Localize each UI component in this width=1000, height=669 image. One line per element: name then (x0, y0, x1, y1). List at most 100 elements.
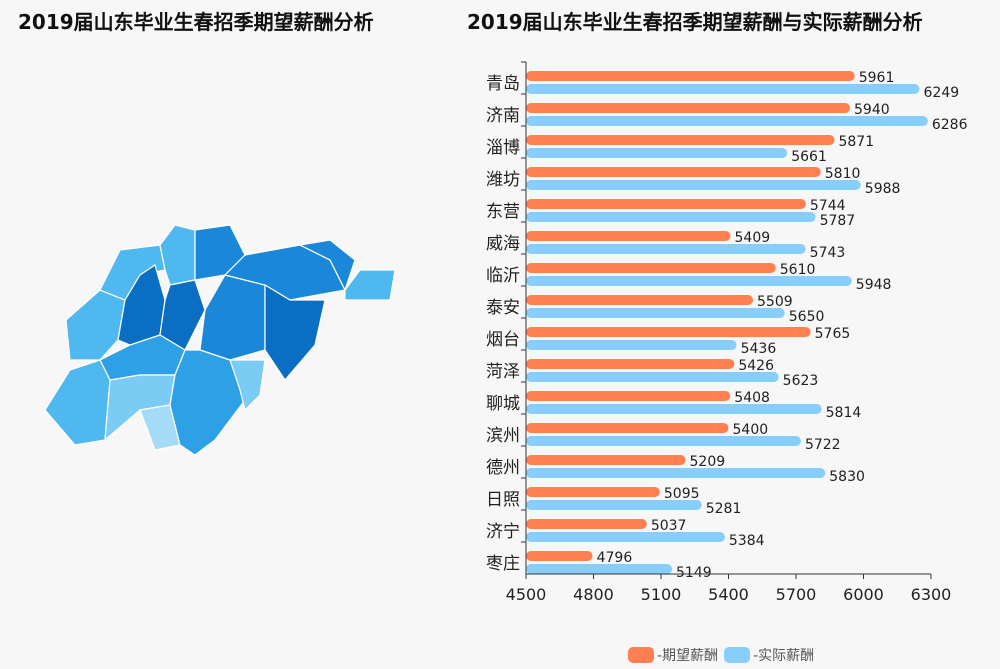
bar[interactable] (526, 551, 593, 561)
map-title: 2019届山东毕业生春招季期望薪酬分析 (18, 10, 374, 34)
chart-title: 2019届山东毕业生春招季期望薪酬与实际薪酬分析 (467, 10, 923, 34)
bar[interactable] (526, 487, 660, 497)
data-label: 5988 (865, 181, 901, 197)
bar[interactable] (526, 276, 852, 286)
legend-item-actual[interactable]: -实际薪酬 (724, 645, 814, 665)
category-label: 淄博 (486, 138, 520, 158)
data-label: 5037 (651, 518, 687, 534)
category-label: 青岛 (486, 74, 520, 94)
data-label: 5814 (826, 405, 862, 421)
map-region[interactable] (344, 269, 396, 301)
category-label: 日照 (486, 490, 520, 510)
bar[interactable] (526, 231, 731, 241)
data-label: 5871 (838, 134, 874, 150)
bar[interactable] (526, 359, 735, 369)
category-label: 聊城 (486, 394, 520, 414)
tick-label: 4500 (506, 585, 547, 604)
data-label: 5765 (815, 326, 851, 342)
data-label: 5149 (676, 565, 712, 581)
bar[interactable] (526, 84, 920, 94)
bar[interactable] (526, 519, 647, 529)
legend-label: -期望薪酬 (657, 648, 719, 664)
bar[interactable] (526, 295, 754, 305)
tick-label: 5100 (641, 585, 682, 604)
category-label: 威海 (486, 234, 520, 254)
bar[interactable] (526, 308, 785, 318)
bar[interactable] (526, 103, 850, 113)
bar[interactable] (526, 135, 835, 145)
data-label: 5209 (690, 454, 726, 470)
map-region[interactable] (169, 349, 246, 456)
data-label: 5722 (805, 437, 841, 453)
category-label: 枣庄 (486, 554, 520, 574)
map-region[interactable] (229, 359, 266, 412)
category-label: 菏泽 (486, 362, 520, 382)
bar[interactable] (526, 167, 821, 177)
bar[interactable] (526, 391, 731, 401)
data-label: 6249 (924, 85, 960, 101)
data-label: 5509 (757, 294, 793, 310)
legend: -期望薪酬 -实际薪酬 (628, 645, 820, 665)
bar[interactable] (526, 340, 737, 350)
map-region[interactable] (264, 283, 326, 381)
tick-label: 5700 (776, 585, 817, 604)
bar[interactable] (526, 212, 816, 222)
data-label: 5623 (783, 373, 819, 389)
data-label: 5408 (734, 390, 770, 406)
data-label: 5409 (735, 230, 771, 246)
bar[interactable] (526, 468, 826, 478)
data-label: 5744 (810, 198, 846, 214)
legend-label: -实际薪酬 (753, 648, 815, 664)
data-label: 5384 (729, 533, 765, 549)
bar[interactable] (526, 263, 776, 273)
category-label: 潍坊 (486, 170, 520, 190)
bar[interactable] (526, 532, 725, 542)
data-label: 5400 (733, 422, 769, 438)
category-label: 济南 (486, 106, 520, 126)
legend-swatch (628, 647, 654, 663)
map-region[interactable] (298, 239, 356, 292)
bar[interactable] (526, 455, 686, 465)
bar[interactable] (526, 423, 729, 433)
bar[interactable] (526, 436, 801, 446)
legend-item-expected[interactable]: -期望薪酬 (628, 645, 718, 665)
data-label: 5426 (738, 358, 774, 374)
data-label: 5436 (741, 341, 777, 357)
data-label: 5610 (780, 262, 816, 278)
data-label: 5940 (854, 102, 890, 118)
data-label: 5743 (810, 245, 846, 261)
bar[interactable] (526, 564, 673, 574)
bar[interactable] (526, 116, 928, 126)
legend-swatch (724, 647, 751, 663)
bar[interactable] (526, 500, 702, 510)
data-label: 5095 (664, 486, 700, 502)
bar[interactable] (526, 327, 811, 337)
bar[interactable] (526, 71, 855, 81)
bar[interactable] (526, 180, 861, 190)
data-label: 6286 (932, 117, 968, 133)
category-label: 东营 (486, 202, 520, 222)
bar[interactable] (526, 199, 806, 209)
data-label: 4796 (597, 550, 633, 566)
data-label: 5787 (820, 213, 856, 229)
bar[interactable] (526, 372, 779, 382)
category-label: 济宁 (486, 522, 520, 542)
data-label: 5281 (706, 501, 742, 517)
tick-label: 4800 (573, 585, 614, 604)
tick-label: 6000 (843, 585, 884, 604)
bar[interactable] (526, 148, 788, 158)
bar[interactable] (526, 404, 822, 414)
data-label: 5961 (859, 70, 895, 86)
data-label: 5830 (829, 469, 865, 485)
bar[interactable] (526, 244, 806, 254)
category-label: 德州 (486, 458, 520, 478)
data-label: 5948 (856, 277, 892, 293)
data-label: 5661 (791, 149, 827, 165)
category-label: 滨州 (486, 426, 520, 446)
category-label: 临沂 (486, 266, 520, 286)
data-label: 5650 (789, 309, 825, 325)
tick-label: 5400 (708, 585, 749, 604)
